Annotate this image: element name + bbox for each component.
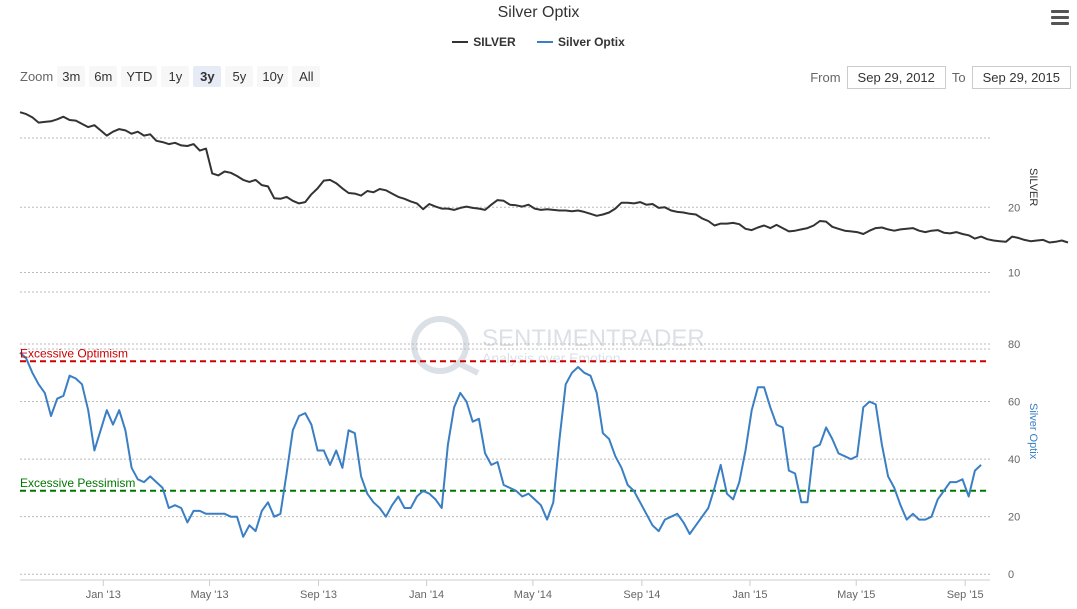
excessive-optimism-label: Excessive Optimism <box>20 346 128 360</box>
excessive-pessimism-label: Excessive Pessimism <box>20 476 135 490</box>
legend-label-silver: SILVER <box>473 35 516 49</box>
series-line-silver <box>19 111 1069 244</box>
y-tick-optix-0: 0 <box>1008 569 1014 581</box>
x-tick-label-8: Sep '15 <box>947 589 984 601</box>
x-tick-label-4: May '14 <box>514 589 552 601</box>
y-tick-silver-10: 10 <box>1008 267 1020 279</box>
zoom-button-10y[interactable]: 10y <box>257 66 289 87</box>
x-tick-label-5: Sep '14 <box>623 589 660 601</box>
to-label: To <box>951 70 966 85</box>
watermark-logo-icon <box>411 316 469 374</box>
zoom-selector: Zoom 3m 6m YTD 1y 3y 5y 10y All <box>20 66 324 87</box>
legend-swatch-optix <box>537 41 554 43</box>
legend-label-optix: Silver Optix <box>558 35 625 49</box>
legend-swatch-silver <box>452 41 469 43</box>
y-tick-optix-40: 40 <box>1008 454 1020 466</box>
watermark-logo-handle <box>456 360 480 376</box>
x-tick-label-0: Jan '13 <box>86 589 121 601</box>
zoom-button-ytd[interactable]: YTD <box>121 66 158 87</box>
x-tick-label-3: Jan '14 <box>409 589 444 601</box>
watermark-tagline: Analysis over Emotion <box>482 350 621 366</box>
zoom-button-3m[interactable]: 3m <box>57 66 86 87</box>
x-tick-label-6: Jan '15 <box>732 589 767 601</box>
y-tick-silver-20: 20 <box>1008 202 1020 214</box>
hamburger-menu-icon[interactable] <box>1051 10 1069 28</box>
from-date-input[interactable]: Sep 29, 2012 <box>846 66 946 89</box>
legend-item-optix[interactable]: Silver Optix <box>537 35 625 49</box>
silver-axis-title: SILVER <box>1027 168 1039 206</box>
y-tick-optix-80: 80 <box>1008 339 1020 351</box>
optix-axis-title: Silver Optix <box>1027 403 1039 460</box>
x-tick-label-2: Sep '13 <box>300 589 337 601</box>
watermark: SENTIMENTRADER Analysis over Emotion <box>411 316 705 376</box>
zoom-button-all[interactable]: All <box>292 66 321 87</box>
zoom-button-3y[interactable]: 3y <box>193 66 222 87</box>
zoom-label: Zoom <box>20 69 54 84</box>
zoom-button-1y[interactable]: 1y <box>161 66 190 87</box>
y-tick-optix-20: 20 <box>1008 512 1020 524</box>
legend-item-silver[interactable]: SILVER <box>452 35 516 49</box>
zoom-button-6m[interactable]: 6m <box>89 66 118 87</box>
x-tick-label-1: May '13 <box>190 589 228 601</box>
x-tick-label-7: May '15 <box>837 589 875 601</box>
y-tick-optix-60: 60 <box>1008 397 1020 409</box>
chart-legend: SILVER Silver Optix <box>0 32 1077 49</box>
watermark-title: SENTIMENTRADER <box>482 325 705 352</box>
series-line-optix <box>19 351 982 538</box>
zoom-button-5y[interactable]: 5y <box>225 66 254 87</box>
from-label: From <box>810 70 841 85</box>
to-date-input[interactable]: Sep 29, 2015 <box>971 66 1071 89</box>
chart-title: Silver Optix <box>497 4 580 21</box>
date-range: From Sep 29, 2012 To Sep 29, 2015 <box>804 66 1071 89</box>
